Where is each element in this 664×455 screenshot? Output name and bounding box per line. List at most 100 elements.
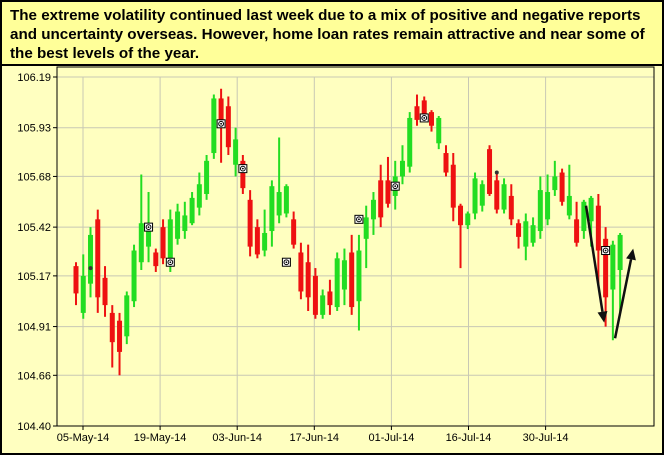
candle-body bbox=[617, 234, 623, 271]
candle bbox=[117, 312, 123, 376]
candle bbox=[131, 244, 137, 308]
candle bbox=[102, 266, 108, 317]
candle bbox=[617, 232, 623, 313]
marker-dot bbox=[147, 226, 150, 229]
x-tick-label: 19-May-14 bbox=[134, 432, 187, 444]
candle bbox=[269, 180, 275, 247]
candle bbox=[334, 252, 340, 311]
candle-body bbox=[407, 117, 413, 167]
candle-body bbox=[356, 250, 362, 302]
candle-body bbox=[537, 190, 543, 232]
candle bbox=[363, 205, 369, 269]
candle bbox=[494, 172, 500, 214]
candle-body bbox=[254, 227, 260, 255]
candle bbox=[95, 209, 101, 313]
candle bbox=[211, 94, 217, 159]
candle-body bbox=[196, 184, 202, 208]
candle bbox=[414, 94, 420, 126]
y-tick-label: 105.17 bbox=[17, 271, 51, 283]
trend-arrows bbox=[584, 205, 636, 339]
candle-body bbox=[218, 98, 224, 128]
candle-body bbox=[146, 223, 152, 247]
y-axis: 106.19 105.93 105.68 105.42 105.17 104.91 104.… bbox=[17, 72, 57, 433]
x-tick-label: 30-Jul-14 bbox=[523, 432, 569, 444]
candle-body bbox=[479, 184, 485, 206]
marker-ring bbox=[145, 224, 152, 231]
candle-body bbox=[80, 275, 86, 313]
candle bbox=[276, 137, 282, 224]
candle-body bbox=[73, 266, 79, 294]
y-tick-label: 105.42 bbox=[17, 222, 51, 234]
candle-body bbox=[102, 277, 108, 306]
x-tick-label: 17-Jun-14 bbox=[290, 432, 340, 444]
marker-ring bbox=[239, 165, 246, 172]
arrow-shaft bbox=[613, 259, 633, 339]
candle-body bbox=[95, 219, 101, 298]
candle-body bbox=[552, 176, 558, 191]
marker-dot bbox=[604, 249, 607, 252]
candle bbox=[385, 156, 391, 208]
candle-body bbox=[182, 215, 188, 232]
candle-body bbox=[233, 139, 239, 165]
candle bbox=[189, 192, 195, 226]
candle-body bbox=[545, 192, 551, 220]
candle-body bbox=[262, 232, 268, 251]
candle-body bbox=[291, 219, 297, 245]
y-tick-label: 104.91 bbox=[17, 322, 51, 334]
candle bbox=[595, 193, 601, 286]
candle-body bbox=[581, 201, 587, 232]
marker-dot bbox=[423, 117, 426, 119]
candle-body bbox=[153, 252, 159, 267]
candle-body bbox=[399, 160, 405, 177]
candle-body bbox=[175, 211, 181, 239]
candle bbox=[407, 112, 413, 173]
candle bbox=[574, 201, 580, 247]
candle-body bbox=[204, 160, 210, 194]
commentary-text: The extreme volatility continued last we… bbox=[10, 7, 645, 62]
candle bbox=[240, 154, 246, 194]
candle bbox=[327, 279, 333, 315]
x-tick-label: 03-Jun-14 bbox=[212, 432, 262, 444]
candle-body bbox=[283, 186, 289, 214]
candle-body bbox=[414, 106, 420, 120]
candle bbox=[436, 115, 442, 150]
marker-dot bbox=[241, 167, 244, 170]
signal-marker bbox=[601, 246, 611, 256]
candle-body bbox=[124, 295, 130, 337]
candle bbox=[291, 211, 297, 249]
candle-body bbox=[167, 219, 173, 259]
marker-ring bbox=[167, 259, 174, 266]
candle bbox=[537, 176, 543, 239]
y-tick-label: 104.40 bbox=[17, 421, 51, 433]
candle bbox=[225, 96, 231, 155]
signal-marker bbox=[281, 257, 291, 267]
candle bbox=[465, 211, 471, 230]
candle-body bbox=[211, 98, 217, 154]
marker-dot bbox=[285, 261, 288, 264]
marker-dot bbox=[358, 218, 360, 221]
plot-area bbox=[56, 66, 655, 427]
candle-body bbox=[363, 217, 369, 239]
x-tick-label: 05-May-14 bbox=[57, 432, 110, 444]
plot-border bbox=[56, 66, 655, 427]
candle bbox=[370, 192, 376, 235]
candle-body bbox=[436, 117, 442, 144]
up-arrow bbox=[613, 248, 636, 339]
candle-body bbox=[327, 291, 333, 306]
candle-body bbox=[523, 221, 529, 247]
candle bbox=[581, 199, 587, 239]
signal-marker bbox=[354, 214, 364, 224]
candle-body bbox=[595, 205, 601, 251]
candle-body bbox=[131, 250, 137, 302]
candle-body bbox=[269, 186, 275, 232]
candle-body bbox=[421, 100, 427, 118]
candle bbox=[428, 110, 434, 132]
candle-body bbox=[516, 223, 522, 237]
candle bbox=[443, 145, 449, 177]
candle-body bbox=[312, 275, 318, 315]
candle bbox=[320, 289, 326, 319]
candle bbox=[124, 291, 130, 345]
candle bbox=[458, 203, 464, 269]
marker-dot bbox=[394, 185, 397, 188]
signal-marker bbox=[419, 113, 429, 123]
